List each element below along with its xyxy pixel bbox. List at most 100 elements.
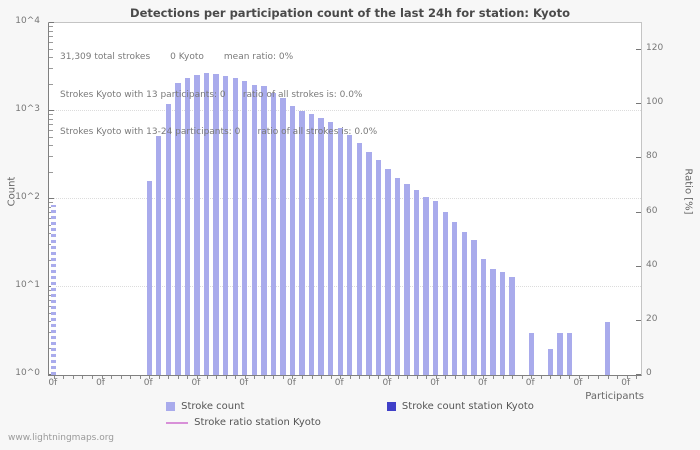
stroke-count-bar — [289, 105, 296, 375]
stroke-count-bar — [328, 122, 334, 375]
ratio-axis-tick — [636, 157, 641, 159]
stroke-count-bar — [547, 348, 553, 375]
count-axis-tick — [49, 22, 54, 23]
participants-axis-tick — [273, 376, 275, 379]
stroke-count-bar — [366, 152, 372, 375]
participants-axis-tick — [263, 376, 265, 379]
stats-line-total: 31,309 total strokes 0 Kyoto mean ratio:… — [60, 52, 294, 62]
participants-axis-tick-label: 0f — [48, 378, 58, 388]
stroke-count-swatch-icon — [166, 402, 176, 411]
stats-annotation: 31,309 total strokes 0 Kyoto mean ratio:… — [60, 26, 377, 164]
participants-axis-tick-label: 0f — [525, 378, 535, 388]
participants-axis-tick — [578, 376, 580, 379]
stats-line-13: Strokes Kyoto with 13 participants: 0 ra… — [60, 89, 363, 100]
participants-axis-tick — [416, 376, 418, 379]
participants-axis-tick — [540, 376, 542, 379]
stroke-count-bar — [203, 73, 210, 375]
participants-axis-tick — [311, 376, 313, 379]
participants-axis-tick-label: 0f — [143, 378, 153, 388]
legend-label-stroke-ratio: Stroke ratio station Kyoto — [194, 417, 321, 428]
chart-legend: Stroke count Stroke count station Kyoto … — [166, 401, 534, 428]
participants-axis-tick-label: 0f — [191, 378, 201, 388]
count-axis-minor-tick — [49, 332, 53, 334]
count-axis-minor-tick — [49, 312, 53, 314]
ratio-axis-tick-label: 40 — [646, 259, 658, 270]
participants-axis-tick-label: 0f — [477, 378, 487, 388]
count-axis-minor-tick — [49, 294, 53, 296]
count-axis-tick — [49, 110, 54, 111]
participants-axis-tick — [512, 376, 514, 379]
participants-axis-tick — [340, 376, 342, 379]
ratio-axis-tick — [636, 211, 641, 213]
participants-axis-tick — [636, 376, 638, 379]
count-axis-minor-tick — [49, 30, 53, 32]
stroke-count-bar — [242, 80, 248, 375]
participants-axis-tick — [177, 376, 179, 379]
count-axis-title: Count — [6, 176, 18, 207]
participants-axis-tick — [216, 376, 218, 379]
participants-axis-tick — [359, 376, 361, 379]
count-axis-minor-tick — [49, 224, 53, 226]
gridline — [49, 198, 641, 199]
count-axis-minor-tick — [49, 114, 53, 116]
participants-axis-tick — [626, 376, 628, 379]
participants-axis-tick — [559, 376, 561, 379]
ratio-axis-tick-label: 120 — [646, 43, 664, 54]
count-axis-minor-tick — [49, 202, 53, 204]
stroke-count-bar — [375, 159, 382, 375]
stroke-count-bar — [557, 333, 563, 375]
stroke-count-bar — [509, 276, 515, 375]
ratio-axis-tick — [636, 319, 641, 321]
ratio-axis-tick — [636, 374, 641, 375]
participants-axis-tick — [607, 376, 609, 379]
participants-axis-title: Participants — [585, 391, 644, 402]
participants-axis-tick — [82, 376, 84, 379]
participants-axis-tick — [435, 376, 437, 379]
stroke-ratio-line-swatch-icon — [166, 421, 189, 424]
ratio-axis-tick — [636, 265, 641, 267]
count-axis-minor-tick — [49, 211, 53, 213]
count-axis-minor-tick — [49, 244, 53, 246]
participants-axis-tick-label: 0f — [334, 378, 344, 388]
participants-axis-tick — [378, 376, 380, 379]
count-axis-minor-tick — [49, 233, 53, 235]
stroke-count-bar — [442, 211, 448, 375]
participants-axis-tick — [550, 376, 552, 379]
count-axis-minor-tick — [49, 123, 53, 125]
stroke-count-bar — [528, 333, 534, 375]
participants-axis-tick — [101, 376, 103, 379]
stroke-count-bar — [356, 143, 362, 375]
gridline — [49, 286, 641, 287]
legend-item-stroke-ratio: Stroke ratio station Kyoto — [166, 417, 321, 428]
count-axis-tick-label: 10^3 — [15, 104, 40, 114]
stroke-count-bar — [156, 136, 162, 375]
participants-axis-tick — [149, 376, 151, 379]
stroke-count-bar — [499, 271, 506, 375]
participants-axis-tick — [168, 376, 170, 379]
stroke-count-bar — [404, 183, 410, 375]
participants-axis-tick-label: 0f — [239, 378, 249, 388]
plot-area — [48, 22, 642, 379]
stroke-count-bar — [146, 181, 152, 375]
participants-axis-tick — [368, 376, 370, 379]
stroke-count-bar — [347, 134, 353, 375]
gridline — [49, 110, 641, 111]
participants-axis-tick — [225, 376, 227, 379]
participants-axis-tick-label: 0f — [287, 378, 296, 388]
legend-label-stroke-count-station: Stroke count station Kyoto — [401, 401, 534, 412]
count-axis-minor-tick — [49, 136, 53, 138]
stats-line-13-24: Strokes Kyoto with 13-24 participants: 0… — [60, 127, 378, 137]
stroke-count-bar — [232, 78, 238, 375]
count-axis-minor-tick — [49, 83, 53, 85]
stroke-count-bar — [165, 104, 172, 375]
stroke-count-bar — [433, 200, 439, 375]
count-axis-minor-tick — [49, 259, 53, 261]
count-axis-tick-label: 10^1 — [15, 280, 40, 290]
stroke-count-station-swatch-icon — [386, 402, 396, 411]
count-axis-minor-tick — [49, 321, 53, 323]
stroke-count-bar — [337, 128, 343, 375]
stroke-count-bar — [175, 82, 181, 375]
stroke-count-bar — [604, 322, 611, 375]
participants-axis-tick — [483, 376, 485, 379]
participants-axis-tick — [464, 376, 466, 379]
